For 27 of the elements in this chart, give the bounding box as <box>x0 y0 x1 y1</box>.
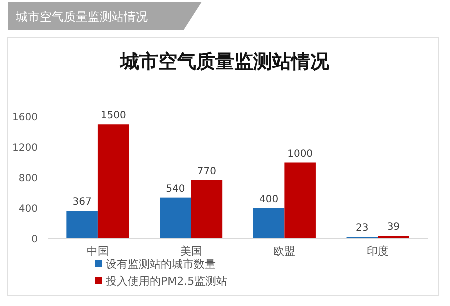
bar <box>284 162 316 239</box>
bar <box>66 211 98 239</box>
bar <box>191 180 223 239</box>
legend-label: 投入使用的PM2.5监测站 <box>105 274 228 288</box>
y-tick-label: 400 <box>18 204 38 215</box>
bar <box>253 208 285 239</box>
x-tick-label: 美国 <box>180 245 202 258</box>
bar <box>98 124 130 239</box>
data-label: 400 <box>259 194 279 206</box>
data-label: 770 <box>197 166 217 178</box>
x-tick-label: 印度 <box>367 245 390 258</box>
data-label: 1500 <box>100 110 126 122</box>
data-label: 1000 <box>288 148 314 160</box>
text: 城市空气质量监测站情况 <box>15 10 148 24</box>
data-label: 540 <box>166 184 186 195</box>
data-label: 39 <box>387 222 400 234</box>
bar <box>160 198 192 239</box>
y-tick-label: 1600 <box>12 112 38 124</box>
y-tick-label: 1200 <box>12 143 38 154</box>
x-tick-label: 欧盟 <box>274 245 296 258</box>
y-tick-label: 800 <box>18 174 38 184</box>
legend-label: 设有监测站的城市数量 <box>106 258 216 271</box>
data-label: 23 <box>356 223 369 234</box>
chart-title: 城市空气质量监测站情况 <box>120 51 330 73</box>
y-tick-label: 0 <box>32 234 38 246</box>
data-label: 367 <box>72 197 92 208</box>
x-tick-label: 中国 <box>86 245 109 258</box>
